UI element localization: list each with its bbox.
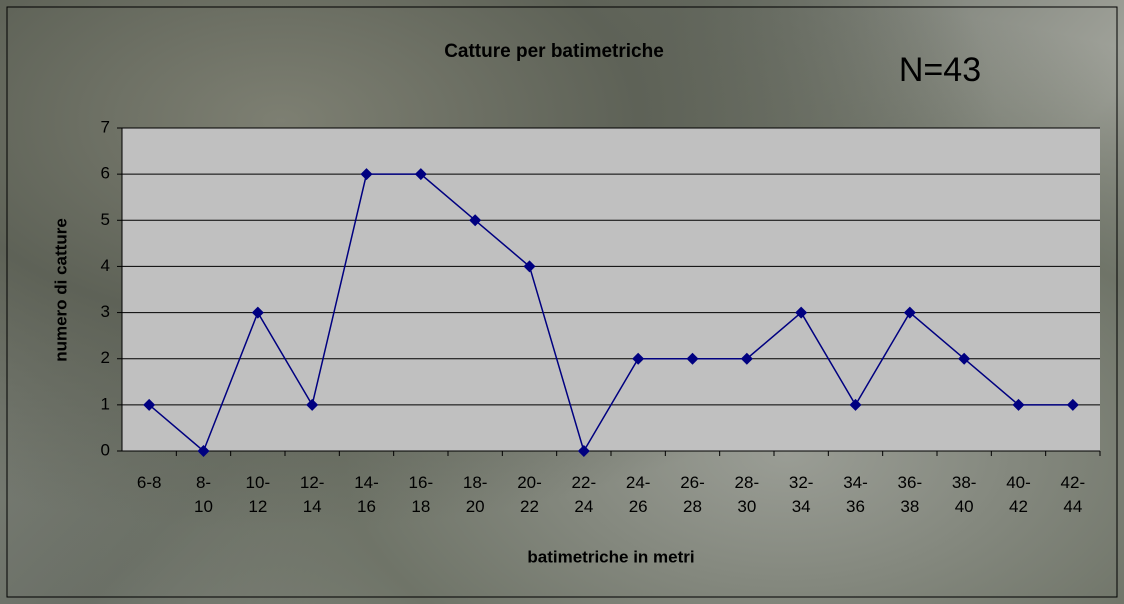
x-tick-label: 34- 36 bbox=[843, 473, 868, 516]
data-point bbox=[197, 445, 210, 457]
y-tick-label: 2 bbox=[101, 348, 110, 367]
data-point bbox=[360, 168, 373, 181]
x-tick-label: 14- 16 bbox=[354, 473, 379, 516]
data-point bbox=[903, 306, 916, 319]
data-point bbox=[523, 260, 536, 273]
x-tick-label: 8- 10 bbox=[194, 473, 213, 516]
y-tick-label: 4 bbox=[101, 256, 110, 275]
x-tick-label: 36- 38 bbox=[897, 473, 923, 516]
x-tick-label: 40- 42 bbox=[1006, 473, 1031, 516]
data-point bbox=[1012, 398, 1025, 411]
y-axis-label: numero di catture bbox=[51, 218, 70, 362]
data-point bbox=[1066, 398, 1079, 411]
x-tick-label: 16- 18 bbox=[408, 473, 434, 516]
data-point bbox=[849, 398, 862, 411]
y-tick-label: 7 bbox=[101, 117, 110, 136]
x-tick-label: 32- 34 bbox=[788, 473, 814, 516]
data-point bbox=[740, 352, 753, 365]
annotation: N=43 bbox=[899, 51, 981, 89]
data-point bbox=[469, 214, 482, 227]
plot-area bbox=[122, 128, 1100, 451]
x-tick-label: 26- 28 bbox=[680, 473, 705, 516]
x-tick-label: 38- 40 bbox=[951, 473, 977, 516]
x-tick-label: 6-8 bbox=[136, 473, 162, 492]
y-tick-label: 1 bbox=[101, 394, 110, 413]
x-tick-label: 28- 30 bbox=[734, 473, 760, 516]
x-tick-label: 20- 22 bbox=[517, 473, 542, 516]
data-line bbox=[148, 173, 1073, 453]
x-axis-label: batimetriche in metri bbox=[527, 547, 694, 566]
data-point bbox=[795, 306, 808, 319]
data-point bbox=[414, 168, 427, 181]
x-tick-label: 42- 44 bbox=[1060, 473, 1086, 516]
data-point bbox=[143, 398, 156, 411]
data-point bbox=[632, 352, 645, 365]
x-tick-label: 18- 20 bbox=[462, 473, 488, 516]
chart-title: Catture per batimetriche bbox=[444, 41, 664, 62]
data-point bbox=[958, 352, 971, 365]
data-point bbox=[577, 445, 590, 457]
data-point bbox=[306, 398, 319, 411]
data-point bbox=[686, 352, 699, 365]
x-tick-label: 10- 12 bbox=[245, 473, 271, 516]
y-tick-label: 5 bbox=[101, 210, 110, 229]
chart-border bbox=[6, 6, 1118, 598]
x-tick-label: 22- 24 bbox=[571, 473, 597, 516]
data-point bbox=[251, 306, 264, 319]
x-tick-label: 24- 26 bbox=[625, 473, 651, 516]
y-tick-label: 6 bbox=[101, 164, 110, 183]
x-tick-label: 12- 14 bbox=[299, 473, 325, 516]
y-tick-label: 3 bbox=[101, 302, 110, 321]
y-tick-label: 0 bbox=[101, 440, 110, 459]
